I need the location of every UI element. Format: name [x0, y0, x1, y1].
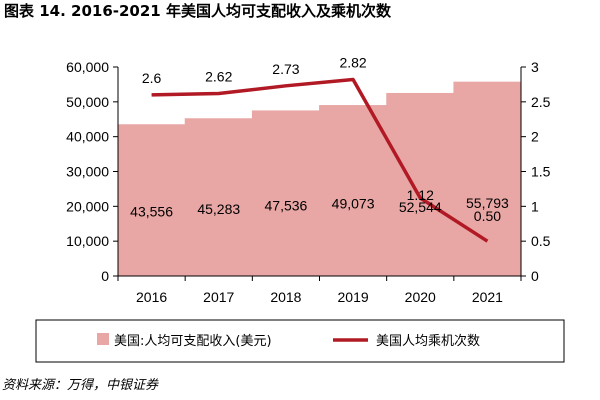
right-tick-label: 1 — [531, 198, 539, 214]
right-axis-ticks: 0 0.5 1 1.5 2 2.5 3 — [521, 59, 551, 284]
legend-swatch-bar — [97, 333, 109, 345]
bar-2020 — [386, 92, 455, 276]
right-tick-label: 2 — [531, 129, 539, 145]
left-tick-label: 20,000 — [66, 198, 109, 214]
legend-label-bar: 美国:人均可支配收入(美元) — [114, 334, 272, 349]
bar-value-label: 47,536 — [265, 198, 308, 214]
legend-box — [35, 319, 565, 363]
left-tick-label: 10,000 — [66, 233, 109, 249]
x-tick-label: 2016 — [136, 289, 167, 305]
right-tick-label: 2.5 — [531, 94, 551, 110]
line-value-label: 2.6 — [142, 70, 162, 86]
x-tick-label: 2021 — [472, 289, 503, 305]
legend-label-line: 美国人均乘机次数 — [376, 333, 480, 349]
left-tick-label: 50,000 — [66, 94, 109, 110]
right-tick-label: 3 — [531, 59, 539, 75]
x-tick-label: 2020 — [405, 289, 436, 305]
right-tick-label: 1.5 — [531, 164, 551, 180]
bar-2019 — [319, 105, 388, 277]
source-note: 资料来源：万得，中银证券 — [2, 378, 159, 393]
left-tick-label: 60,000 — [66, 59, 109, 75]
x-tick-label: 2019 — [338, 289, 369, 305]
bar-2017 — [184, 118, 253, 276]
bar-2016 — [117, 124, 186, 276]
bar-value-label: 52,544 — [399, 199, 442, 215]
chart-title: 图表 14. 2016-2021 年美国人均可支配收入及乘机次数 — [4, 2, 391, 20]
bar-2021 — [453, 81, 522, 276]
x-tick-label: 2017 — [203, 289, 234, 305]
line-path — [151, 77, 489, 243]
right-tick-label: 0 — [531, 268, 539, 284]
left-axis-ticks: 0 10,000 20,000 30,000 40,000 50,000 60,000 — [66, 59, 118, 284]
line-value-label: 2.62 — [205, 68, 232, 84]
x-axis-ticks: 2016 2017 2018 2019 2020 2021 — [117, 276, 522, 305]
right-tick-label: 0.5 — [531, 233, 551, 249]
bar-2018 — [251, 110, 320, 277]
x-tick-label: 2018 — [270, 289, 301, 305]
bar-value-label: 43,556 — [130, 203, 173, 219]
line-value-label: 2.73 — [272, 61, 299, 77]
left-tick-label: 0 — [101, 268, 109, 284]
line-value-label: 2.82 — [339, 55, 366, 71]
line-series — [151, 77, 489, 243]
bar-series — [117, 81, 522, 277]
bar-value-label: 49,073 — [332, 195, 375, 211]
left-tick-label: 30,000 — [66, 164, 109, 180]
bar-value-label: 55,793 — [466, 195, 509, 211]
line-value-label: 1.12 — [407, 187, 434, 203]
legend: 美国:人均可支配收入(美元) 美国人均乘机次数 — [35, 319, 565, 363]
left-tick-label: 40,000 — [66, 129, 109, 145]
line-value-label: 0.50 — [474, 208, 501, 224]
bar-value-label: 45,283 — [197, 201, 240, 217]
